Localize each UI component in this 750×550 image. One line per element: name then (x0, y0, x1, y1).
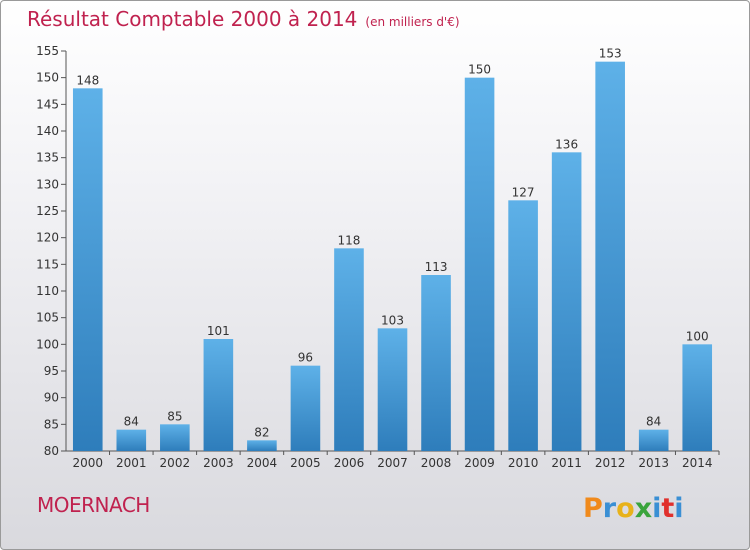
bar-2005 (290, 365, 321, 451)
value-label-2013: 84 (646, 415, 661, 429)
bar-2011 (551, 152, 582, 452)
x-tick-label: 2000 (72, 456, 103, 470)
value-label-2002: 85 (167, 409, 182, 423)
x-tick-label: 2009 (464, 456, 495, 470)
y-tick-label: 125 (36, 204, 59, 218)
y-tick-label: 155 (36, 44, 59, 58)
value-label-2001: 84 (124, 415, 139, 429)
x-tick-label: 2008 (421, 456, 452, 470)
chart-axes: 80 85 90 95 100 105 110 115 120 125 130 135 140 145 15… (36, 44, 720, 470)
x-tick-label: 2013 (638, 456, 669, 470)
y-tick-label: 105 (36, 311, 59, 325)
bar-2013 (638, 429, 669, 451)
bar-2003 (203, 339, 234, 451)
x-tick-label: 2003 (203, 456, 234, 470)
x-tick-label: 2001 (116, 456, 147, 470)
value-label-2010: 127 (512, 185, 535, 199)
bar-2009 (464, 77, 495, 452)
value-label-2004: 82 (254, 425, 269, 439)
value-label-2008: 113 (425, 260, 448, 274)
town-name: MOERNACH (37, 493, 150, 517)
bar-2006 (334, 248, 364, 451)
x-tick-label: 2006 (334, 456, 365, 470)
x-tick-label: 2004 (247, 456, 278, 470)
y-tick-label: 85 (44, 417, 59, 431)
value-label-2014: 100 (686, 329, 709, 343)
chart-title: Résultat Comptable 2000 à 2014 (en millie… (27, 7, 460, 31)
x-tick-label: 2002 (160, 456, 191, 470)
value-label-2009: 150 (468, 63, 491, 77)
y-tick-label: 130 (36, 177, 59, 191)
y-tick-label: 95 (44, 364, 59, 378)
svg-text:Proxiti: Proxiti (583, 493, 684, 524)
y-tick-label: 135 (36, 151, 59, 165)
bar-2010 (508, 200, 538, 451)
value-label-2006: 118 (338, 233, 361, 247)
y-tick-label: 145 (36, 97, 59, 111)
bar-chart: 80 85 90 95 100 105 110 115 120 125 130 135 140 145 15… (36, 44, 720, 470)
y-tick-label: 90 (44, 391, 59, 405)
y-tick-label: 100 (36, 337, 59, 351)
bar-2002 (160, 424, 190, 451)
bar-2007 (377, 328, 408, 451)
x-tick-label: 2010 (508, 456, 539, 470)
bar-2001 (116, 429, 147, 451)
y-tick-label: 140 (36, 124, 59, 138)
y-tick-label: 115 (36, 257, 59, 271)
value-label-2005: 96 (298, 351, 313, 365)
y-tick-label: 110 (36, 284, 59, 298)
x-tick-label: 2014 (682, 456, 713, 470)
chart-bars (72, 61, 713, 452)
value-label-2007: 103 (381, 313, 404, 327)
value-label-2003: 101 (207, 324, 230, 338)
bar-2014 (682, 344, 713, 451)
proxiti-logo: Proxiti (583, 493, 684, 524)
x-tick-label: 2012 (595, 456, 626, 470)
x-tick-label: 2011 (551, 456, 582, 470)
bar-2008 (421, 275, 451, 451)
value-label-2011: 136 (555, 137, 578, 151)
chart-subtitle: (en milliers d'€) (365, 15, 460, 29)
value-label-2012: 153 (599, 47, 622, 61)
chart-value-labels: 148 84 85 101 82 96 118 103 113 150 127 136 153 84 100 (76, 47, 708, 440)
y-tick-label: 150 (36, 71, 59, 85)
bar-2000 (72, 88, 103, 451)
x-tick-label: 2007 (377, 456, 408, 470)
bar-2004 (247, 440, 277, 451)
y-tick-label: 80 (44, 444, 59, 458)
bar-2012 (595, 61, 625, 452)
x-tick-label: 2005 (290, 456, 321, 470)
y-tick-label: 120 (36, 231, 59, 245)
value-label-2000: 148 (76, 73, 99, 87)
